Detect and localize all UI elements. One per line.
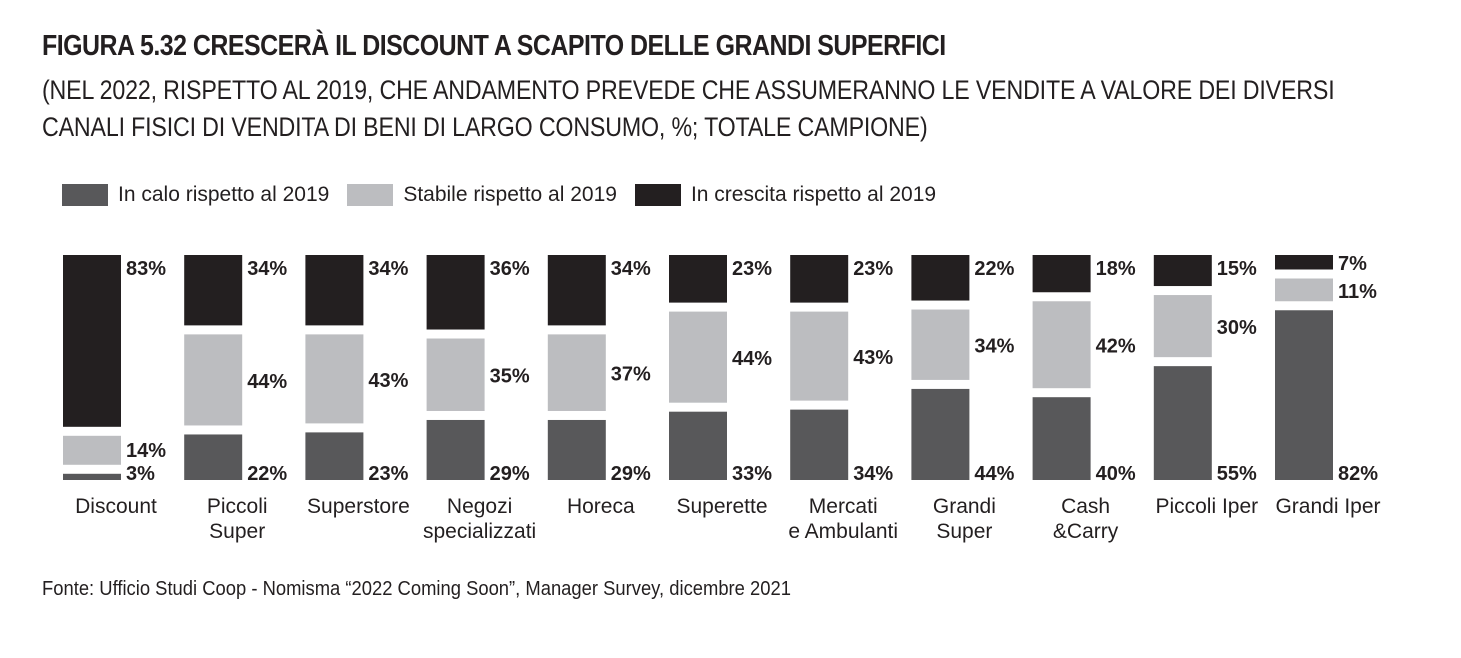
bar-segment-stabile-horeca [547,334,606,411]
legend-swatch-in-crescita [634,184,681,206]
value-label-in-calo-negozi-specializzati: 29% [490,463,530,485]
chart-legend: In calo rispetto al 2019 Stabile rispett… [62,183,954,207]
bar-segment-in-calo-cash-carry [1032,397,1091,480]
bar-segment-in-calo-piccoli-iper [1153,366,1212,480]
bar-segment-in-crescita-horeca [547,255,606,326]
value-label-stabile-piccoli-iper: 30% [1217,317,1257,339]
bar-segment-in-calo-horeca [547,419,606,480]
chart-title: FIGURA 5.32 CRESCERÀ IL DISCOUNT A SCAPI… [42,30,946,62]
bar-segment-stabile-piccoli-super [184,334,243,426]
bar-segment-in-crescita-piccoli-super [184,255,243,326]
category-label-cash-carry: Cash &Carry [1053,495,1119,543]
legend-label-stabile: Stabile rispetto al 2019 [403,183,617,206]
value-label-in-crescita-cash-carry: 18% [1096,258,1136,280]
bar-segment-in-calo-mercati-e-ambulanti [790,409,849,480]
category-label-horeca: Horeca [567,495,635,518]
bar-segment-stabile-discount [63,435,121,465]
value-label-in-calo-superstore: 23% [368,463,408,485]
category-label-grandi-iper: Grandi Iper [1275,495,1380,518]
value-label-in-crescita-discount: 83% [126,258,166,280]
value-label-stabile-grandi-iper: 11% [1338,281,1377,303]
legend-item-stabile: Stabile rispetto al 2019 [347,183,617,207]
value-label-in-crescita-piccoli-super: 34% [247,258,287,280]
bar-segment-stabile-cash-carry [1032,301,1091,389]
bar-segment-stabile-piccoli-iper [1153,295,1212,358]
value-label-in-crescita-grandi-iper: 7% [1338,253,1367,275]
source-note: Fonte: Ufficio Studi Coop - Nomisma “202… [42,578,791,600]
value-label-in-calo-piccoli-super: 22% [247,463,287,485]
chart-subtitle: (NEL 2022, RISPETTO AL 2019, CHE ANDAMEN… [42,75,1335,142]
legend-label-in-crescita: In crescita rispetto al 2019 [690,183,937,206]
value-label-in-calo-piccoli-iper: 55% [1217,463,1257,485]
bar-segment-in-crescita-piccoli-iper [1153,255,1212,287]
value-label-in-crescita-horeca: 34% [611,258,651,280]
bar-segment-in-calo-superette [669,411,727,480]
value-label-in-crescita-negozi-specializzati: 36% [490,258,530,280]
value-label-in-crescita-mercati-e-ambulanti: 23% [853,258,893,280]
bar-segment-in-crescita-cash-carry [1032,255,1091,293]
value-label-in-crescita-superette: 23% [732,258,772,280]
bar-segment-in-crescita-superstore [305,255,364,326]
category-label-piccoli-super: Piccoli Super [207,495,268,543]
bar-segment-stabile-negozi-specializzati [426,338,485,411]
bar-segment-in-calo-discount [63,473,121,480]
value-label-stabile-piccoli-super: 44% [247,371,287,393]
bar-segment-in-calo-piccoli-super [184,434,243,480]
category-label-superette: Superette [676,495,767,518]
value-label-stabile-horeca: 37% [611,364,651,386]
legend-item-in-crescita: In crescita rispetto al 2019 [634,183,937,207]
bar-segment-stabile-superette [669,311,727,403]
bar-segment-in-calo-negozi-specializzati [426,419,485,480]
bar-segment-stabile-mercati-e-ambulanti [790,311,849,401]
value-label-stabile-negozi-specializzati: 35% [490,366,530,388]
value-label-in-calo-grandi-super: 44% [974,463,1014,485]
bar-segment-stabile-superstore [305,334,364,424]
category-label-grandi-super: Grandi Super [933,495,996,543]
value-label-in-calo-mercati-e-ambulanti: 34% [853,463,893,485]
value-label-in-calo-discount: 3% [126,463,155,485]
bar-segment-in-crescita-discount [63,255,121,427]
bar-segment-in-crescita-negozi-specializzati [426,255,485,330]
category-label-mercati-e-ambulanti: Mercati e Ambulanti [788,495,898,543]
bar-segment-in-calo-grandi-iper [1275,310,1333,480]
bar-segment-stabile-grandi-iper [1275,278,1333,302]
legend-swatch-stabile [347,184,394,206]
value-label-stabile-mercati-e-ambulanti: 43% [853,347,893,369]
bar-segment-in-calo-superstore [305,432,364,480]
category-label-negozi-specializzati: Negozi specializzati [423,495,536,543]
bar-segment-in-crescita-grandi-iper [1275,255,1333,270]
value-label-stabile-grandi-super: 34% [974,336,1014,358]
value-label-stabile-superette: 44% [732,348,772,370]
value-label-in-calo-horeca: 29% [611,463,651,485]
category-label-superstore: Superstore [307,495,410,518]
value-label-stabile-superstore: 43% [368,370,408,392]
bar-segment-in-crescita-superette [669,255,727,303]
category-label-piccoli-iper: Piccoli Iper [1155,495,1258,518]
legend-item-in-calo: In calo rispetto al 2019 [62,183,329,207]
value-label-in-calo-grandi-iper: 82% [1338,463,1378,485]
bar-segment-in-calo-grandi-super [911,388,970,480]
bar-segment-in-crescita-mercati-e-ambulanti [790,255,849,303]
value-label-in-calo-superette: 33% [732,463,772,485]
value-label-in-crescita-superstore: 34% [368,258,408,280]
value-label-in-crescita-piccoli-iper: 15% [1217,258,1257,280]
value-label-in-crescita-grandi-super: 22% [974,258,1014,280]
stacked-bar-chart: 3%14% 83% Discount 22% 44% 34% Piccoli Super 23%… [63,253,1381,543]
value-label-in-calo-cash-carry: 40% [1096,463,1136,485]
value-label-stabile-cash-carry: 42% [1096,336,1136,358]
legend-swatch-in-calo [62,184,108,206]
bar-segment-in-crescita-grandi-super [911,255,970,301]
value-label-stabile-discount: 14% [126,440,166,462]
legend-label-in-calo: In calo rispetto al 2019 [118,183,330,206]
category-label-discount: Discount [75,495,157,518]
bar-segment-stabile-grandi-super [911,309,970,380]
